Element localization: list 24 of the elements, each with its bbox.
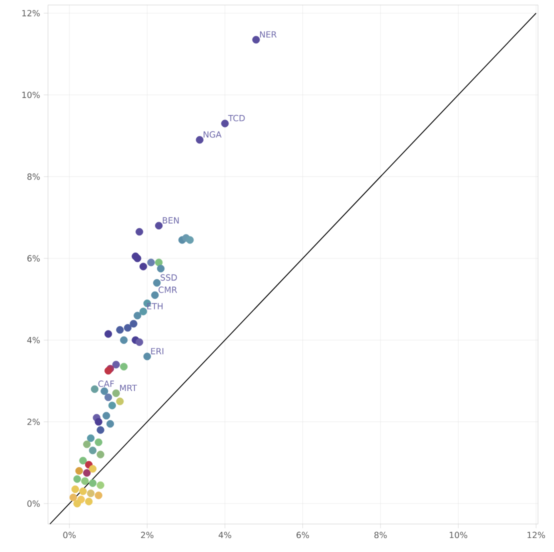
- x-tick-label: 4%: [218, 532, 232, 538]
- annotation: CMR: [158, 286, 178, 293]
- x-tick-label: 0%: [63, 532, 76, 538]
- annotation: MRT: [120, 384, 138, 392]
- annotation: NGA: [204, 131, 222, 138]
- y-tick-label: 6%: [27, 255, 40, 262]
- y-tick-label: 2%: [27, 418, 40, 426]
- annotation: ETH: [147, 303, 163, 310]
- annotation: BEN: [162, 217, 179, 224]
- annotation: ERI: [151, 348, 164, 354]
- annotation: SSD: [160, 274, 177, 281]
- annotation: CAF: [98, 380, 114, 387]
- x-tick-label: 6%: [296, 532, 309, 538]
- x-tick-label: 12%: [528, 532, 545, 538]
- x-tick-label: 8%: [374, 532, 387, 538]
- y-tick-label: 12%: [22, 10, 40, 16]
- annotation: TCD: [228, 114, 245, 122]
- annotation: NER: [260, 31, 277, 38]
- y-tick-label: 0%: [27, 500, 40, 507]
- y-tick-label: 8%: [27, 173, 40, 180]
- y-tick-label: 10%: [22, 92, 40, 98]
- y-tick-label: 4%: [27, 336, 40, 344]
- x-tick-label: 10%: [450, 532, 468, 538]
- x-tick-label: 2%: [141, 532, 154, 538]
